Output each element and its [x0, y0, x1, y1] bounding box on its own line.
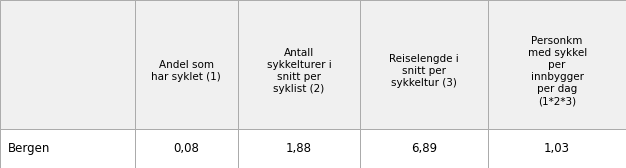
Bar: [0, 129, 135, 168]
Bar: [135, 0, 238, 129]
Text: Andel som
har syklet (1): Andel som har syklet (1): [151, 60, 221, 82]
Text: 1,88: 1,88: [286, 142, 312, 155]
Bar: [135, 129, 238, 168]
Text: Bergen: Bergen: [8, 142, 50, 155]
Text: 6,89: 6,89: [411, 142, 437, 155]
Bar: [238, 129, 360, 168]
Bar: [488, 129, 626, 168]
Text: Personkm
med sykkel
per
innbygger
per dag
(1*2*3): Personkm med sykkel per innbygger per da…: [528, 36, 587, 106]
Text: Reiselengde i
snitt per
sykkeltur (3): Reiselengde i snitt per sykkeltur (3): [389, 54, 459, 88]
Bar: [0, 0, 135, 129]
Bar: [238, 0, 360, 129]
Text: Antall
sykkelturer i
snitt per
syklist (2): Antall sykkelturer i snitt per syklist (…: [267, 48, 331, 94]
Bar: [488, 0, 626, 129]
Text: 0,08: 0,08: [173, 142, 199, 155]
Text: 1,03: 1,03: [544, 142, 570, 155]
Bar: [360, 129, 488, 168]
Bar: [360, 0, 488, 129]
